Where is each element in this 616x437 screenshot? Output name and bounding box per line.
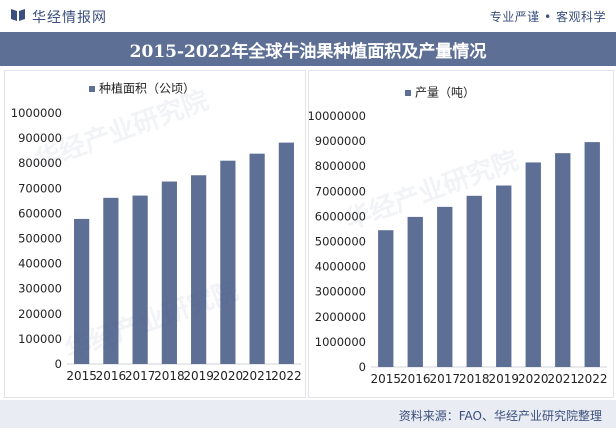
area-bar-chart: 种植面积（公顷） 0 100000 200000 300000 400000 500000 6… [11, 81, 302, 384]
x-tick-label: 2018 [459, 372, 490, 386]
source-note: 资料来源：FAO、华经产业研究院整理 [398, 409, 602, 423]
y-tick-label: 0 [359, 360, 366, 374]
y-tick-label: 5000000 [315, 235, 366, 249]
x-tick-label: 2018 [154, 369, 185, 383]
bar [584, 142, 600, 367]
y-tick-label: 400000 [18, 257, 62, 271]
x-tick-label: 2016 [96, 369, 127, 383]
bar [220, 160, 236, 364]
x-tick-label: 2016 [400, 372, 431, 386]
x-tick-label: 2020 [518, 372, 549, 386]
bar [407, 216, 423, 367]
y-tick-label: 8000000 [315, 159, 366, 173]
x-tick-label: 2020 [213, 369, 244, 383]
page-title: 2015-2022年全球牛油果种植面积及产量情况 [129, 41, 487, 62]
y-tick-label: 10000000 [309, 109, 366, 123]
y-tick-label: 700000 [18, 181, 62, 195]
bar [191, 175, 207, 364]
bar [555, 153, 571, 367]
chart-panel-output: 产量（吨） 0 1000000 2000000 3000000 4000000 500000… [308, 70, 614, 398]
x-tick-label: 2021 [242, 369, 273, 383]
output-bar-chart: 产量（吨） 0 1000000 2000000 3000000 4000000 500000… [309, 86, 608, 387]
y-tick-label: 600000 [18, 206, 62, 220]
y-tick-label: 0 [55, 357, 62, 371]
y-tick-label: 200000 [18, 307, 62, 321]
y-tick-label: 9000000 [315, 134, 366, 148]
bar [74, 218, 90, 364]
y-tick-label: 100000 [18, 332, 62, 346]
x-tick-label: 2017 [429, 372, 460, 386]
bar [466, 195, 482, 367]
bar [249, 153, 265, 364]
x-tick-label: 2021 [547, 372, 578, 386]
y-tick-label: 3000000 [315, 285, 366, 299]
x-tick-label: 2019 [183, 369, 214, 383]
x-tick-label: 2017 [125, 369, 156, 383]
y-tick-label: 7000000 [315, 184, 366, 198]
bar [278, 142, 294, 364]
bar [132, 195, 148, 364]
slogan: 专业严谨 • 客观科学 [489, 10, 606, 24]
y-tick-label: 300000 [18, 282, 62, 296]
x-tick-label: 2015 [66, 369, 97, 383]
chart-panel-area: 种植面积（公顷） 0 100000 200000 300000 400000 500000 6… [4, 70, 306, 398]
y-tick-label: 6000000 [315, 209, 366, 223]
bar [496, 185, 512, 367]
x-tick-label: 2019 [488, 372, 519, 386]
legend-swatch [89, 86, 95, 92]
x-tick-label: 2022 [577, 372, 608, 386]
bar [103, 197, 119, 364]
legend-swatch [405, 90, 411, 96]
brand-name: 华经情报网 [32, 10, 107, 26]
x-tick-label: 2015 [370, 372, 401, 386]
top-bar: 华经情报网 专业严谨 • 客观科学 [0, 0, 616, 30]
y-tick-label: 800000 [18, 156, 62, 170]
bar [437, 206, 453, 367]
y-tick-label: 900000 [18, 131, 62, 145]
book-logo-icon [11, 9, 25, 21]
title-band: 2015-2022年全球牛油果种植面积及产量情况 [0, 32, 616, 66]
legend-label: 产量（吨） [415, 86, 475, 100]
footer-band [0, 400, 616, 428]
bar [378, 230, 394, 367]
y-tick-label: 4000000 [315, 260, 366, 274]
bar [525, 162, 541, 367]
x-tick-label: 2022 [271, 369, 302, 383]
legend-label: 种植面积（公顷） [99, 81, 195, 96]
y-tick-label: 1000000 [11, 106, 62, 120]
bar [161, 181, 177, 364]
y-tick-label: 2000000 [315, 310, 366, 324]
y-tick-label: 500000 [18, 232, 62, 246]
y-tick-label: 1000000 [315, 335, 366, 349]
